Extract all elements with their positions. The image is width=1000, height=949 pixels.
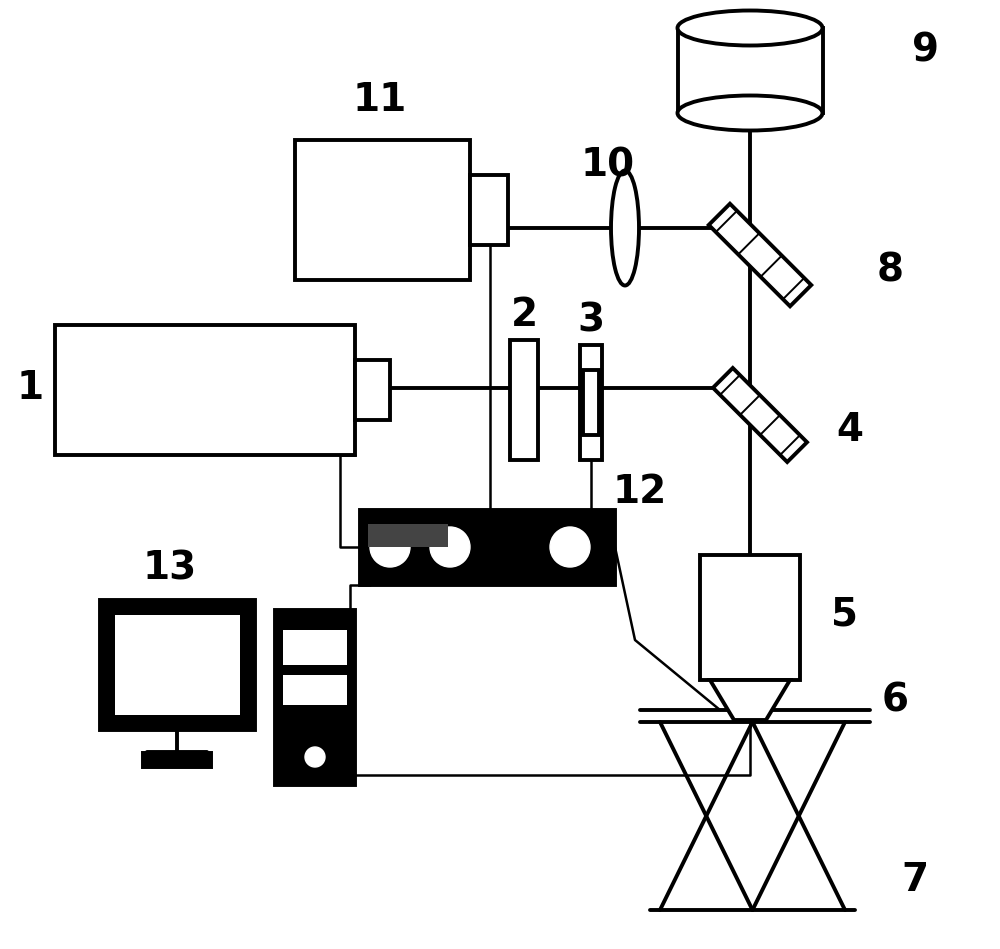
Bar [580, 345, 602, 460]
Text: 1: 1 [16, 369, 44, 407]
Text: 12: 12 [613, 473, 667, 511]
Circle shape [305, 747, 325, 767]
Text: 9: 9 [912, 31, 938, 69]
Text: 3: 3 [577, 301, 605, 339]
Bar [700, 555, 800, 680]
Bar [510, 340, 538, 460]
Text: 6: 6 [882, 681, 908, 719]
Text: 11: 11 [353, 81, 407, 119]
Polygon shape [709, 204, 811, 307]
Bar [283, 675, 347, 705]
Text: 10: 10 [581, 146, 635, 184]
Bar [283, 630, 347, 665]
Bar [55, 325, 355, 455]
Ellipse shape [678, 96, 822, 131]
Circle shape [430, 527, 470, 567]
Text: 4: 4 [836, 411, 864, 449]
Bar [360, 510, 615, 585]
Text: 5: 5 [832, 596, 858, 634]
Bar [368, 524, 448, 547]
Text: 2: 2 [510, 296, 538, 334]
Text: 7: 7 [901, 861, 929, 899]
Ellipse shape [611, 171, 639, 286]
Bar [115, 615, 240, 715]
Bar [275, 610, 355, 785]
Bar [355, 360, 390, 420]
Polygon shape [713, 368, 807, 462]
Bar [470, 175, 508, 245]
Text: 8: 8 [876, 251, 904, 289]
Polygon shape [710, 680, 790, 720]
Text: 13: 13 [143, 549, 197, 587]
Bar [678, 28, 823, 113]
Bar [583, 370, 599, 435]
Ellipse shape [678, 10, 822, 46]
Circle shape [370, 527, 410, 567]
Bar [295, 140, 470, 280]
Bar [142, 752, 212, 768]
Circle shape [550, 527, 590, 567]
Bar [100, 600, 255, 730]
